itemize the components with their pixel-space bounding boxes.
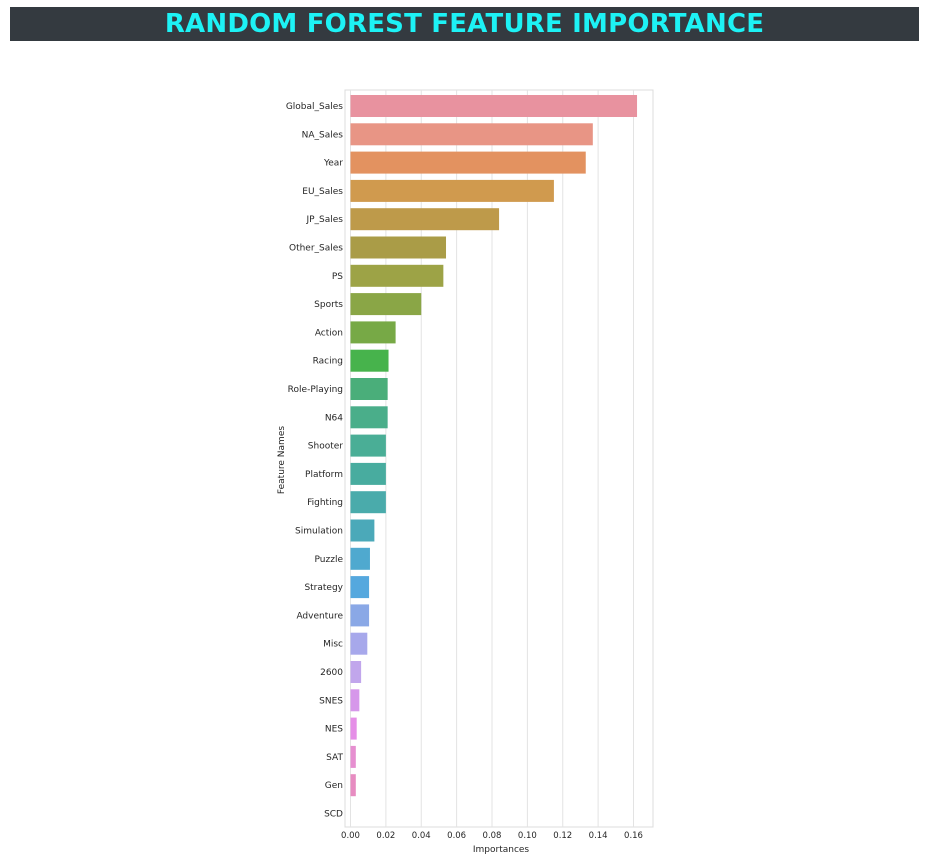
bar-platform [350,462,386,485]
feature-label: Platform [305,470,343,480]
feature-label: Other_Sales [289,244,343,254]
bar-nes [350,717,357,740]
bar-ps [350,264,444,287]
bar-misc [350,632,368,655]
y-axis-label: Feature Names [277,426,287,494]
bars [350,95,638,797]
bar-adventure [350,604,370,627]
feature-label: 2600 [320,668,343,678]
bar-global-sales [350,95,638,117]
bar-strategy [350,576,370,599]
bar-sat [350,745,356,768]
bar-snes [350,689,360,712]
x-tick-label: 0.00 [341,831,360,841]
feature-label: EU_Sales [302,187,343,197]
bar-jp-sales [350,208,500,231]
bar-other-sales [350,236,447,259]
bar-puzzle [350,547,370,570]
x-tick-label: 0.06 [447,831,466,841]
x-tick-labels: 0.00 0.02 0.04 0.06 0.08 0.10 0.12 0.14 0.16 [341,831,643,841]
feature-label: Year [323,159,343,169]
bar-fighting [350,491,386,514]
bar-role-playing [350,378,388,400]
feature-label: N64 [325,413,343,423]
x-tick-label: 0.08 [483,831,502,841]
feature-label: Misc [323,640,343,650]
x-tick-label: 0.10 [518,831,537,841]
feature-label: PS [332,272,343,282]
feature-label: Sports [314,300,343,310]
feature-label: Action [315,328,343,338]
feature-label: JP_Sales [305,215,343,225]
x-tick-label: 0.04 [412,831,431,841]
x-axis-label: Importances [473,845,530,855]
chart-title: RANDOM FOREST FEATURE IMPORTANCE [164,9,765,39]
x-tick-label: 0.02 [376,831,395,841]
bar-racing [350,349,389,372]
feature-label: Gen [325,781,343,791]
bar-year [350,151,586,174]
feature-label: Adventure [296,611,343,621]
feature-label: Puzzle [315,555,344,565]
feature-label: Global_Sales [286,102,343,112]
bar-shooter [350,434,386,457]
feature-label: Role-Playing [288,385,343,395]
bar-n64 [350,406,388,429]
feature-label: SNES [319,696,343,706]
bar-2600 [350,661,362,683]
title-banner: RANDOM FOREST FEATURE IMPORTANCE [10,7,919,41]
feature-label: Strategy [304,583,343,593]
x-tick-label: 0.12 [553,831,572,841]
feature-label: NA_Sales [302,130,344,140]
feature-label: Racing [313,357,343,367]
feature-label: SCD [324,810,343,820]
feature-label: Shooter [308,442,343,452]
feature-label: Fighting [307,498,343,508]
bar-sports [350,293,422,316]
bar-gen [350,774,356,797]
bar-eu-sales [350,179,554,202]
feature-label: SAT [326,753,343,763]
bar-simulation [350,519,375,542]
x-tick-label: 0.14 [589,831,608,841]
bar-na-sales [350,123,593,146]
feature-label: Simulation [295,527,343,537]
x-tick-label: 0.16 [624,831,643,841]
feature-label: NES [325,725,343,735]
bar-action [350,321,396,344]
feature-labels: Global_Sales NA_Sales Year EU_Sales JP_Sales… [286,102,344,820]
